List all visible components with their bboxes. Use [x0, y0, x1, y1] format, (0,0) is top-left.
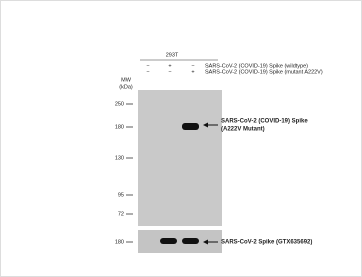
- sign: +: [191, 69, 194, 75]
- mw-marker: 72: [118, 211, 124, 217]
- mw-label: (kDa): [119, 84, 133, 90]
- sign: −: [168, 69, 171, 75]
- band-annotation: SARS-CoV-2 (COVID-19) Spike: [221, 119, 308, 125]
- band-annotation: SARS-CoV-2 Spike (GTX635692): [221, 240, 312, 246]
- mw-marker: 130: [115, 155, 124, 161]
- mw-marker: 250: [115, 101, 124, 107]
- band: [182, 238, 199, 244]
- upper-blot: [138, 90, 222, 226]
- band-annotation: (A222V Mutant): [221, 127, 265, 133]
- western-blot: 293T − + − SARS-CoV-2 (COVID-19) Spike (…: [0, 0, 362, 277]
- band: [160, 238, 177, 244]
- figure: 293T − + − SARS-CoV-2 (COVID-19) Spike (…: [0, 0, 362, 277]
- cell-line: 293T: [166, 52, 179, 58]
- sign: −: [146, 69, 149, 75]
- mw-label: MW: [121, 77, 132, 83]
- mw-marker: 180: [115, 239, 124, 245]
- band: [182, 123, 199, 130]
- mw-marker: 95: [118, 192, 124, 198]
- mw-marker: 180: [115, 124, 124, 130]
- treatment-label: SARS-CoV-2 (COVID-19) Spike (mutant A222…: [205, 69, 323, 75]
